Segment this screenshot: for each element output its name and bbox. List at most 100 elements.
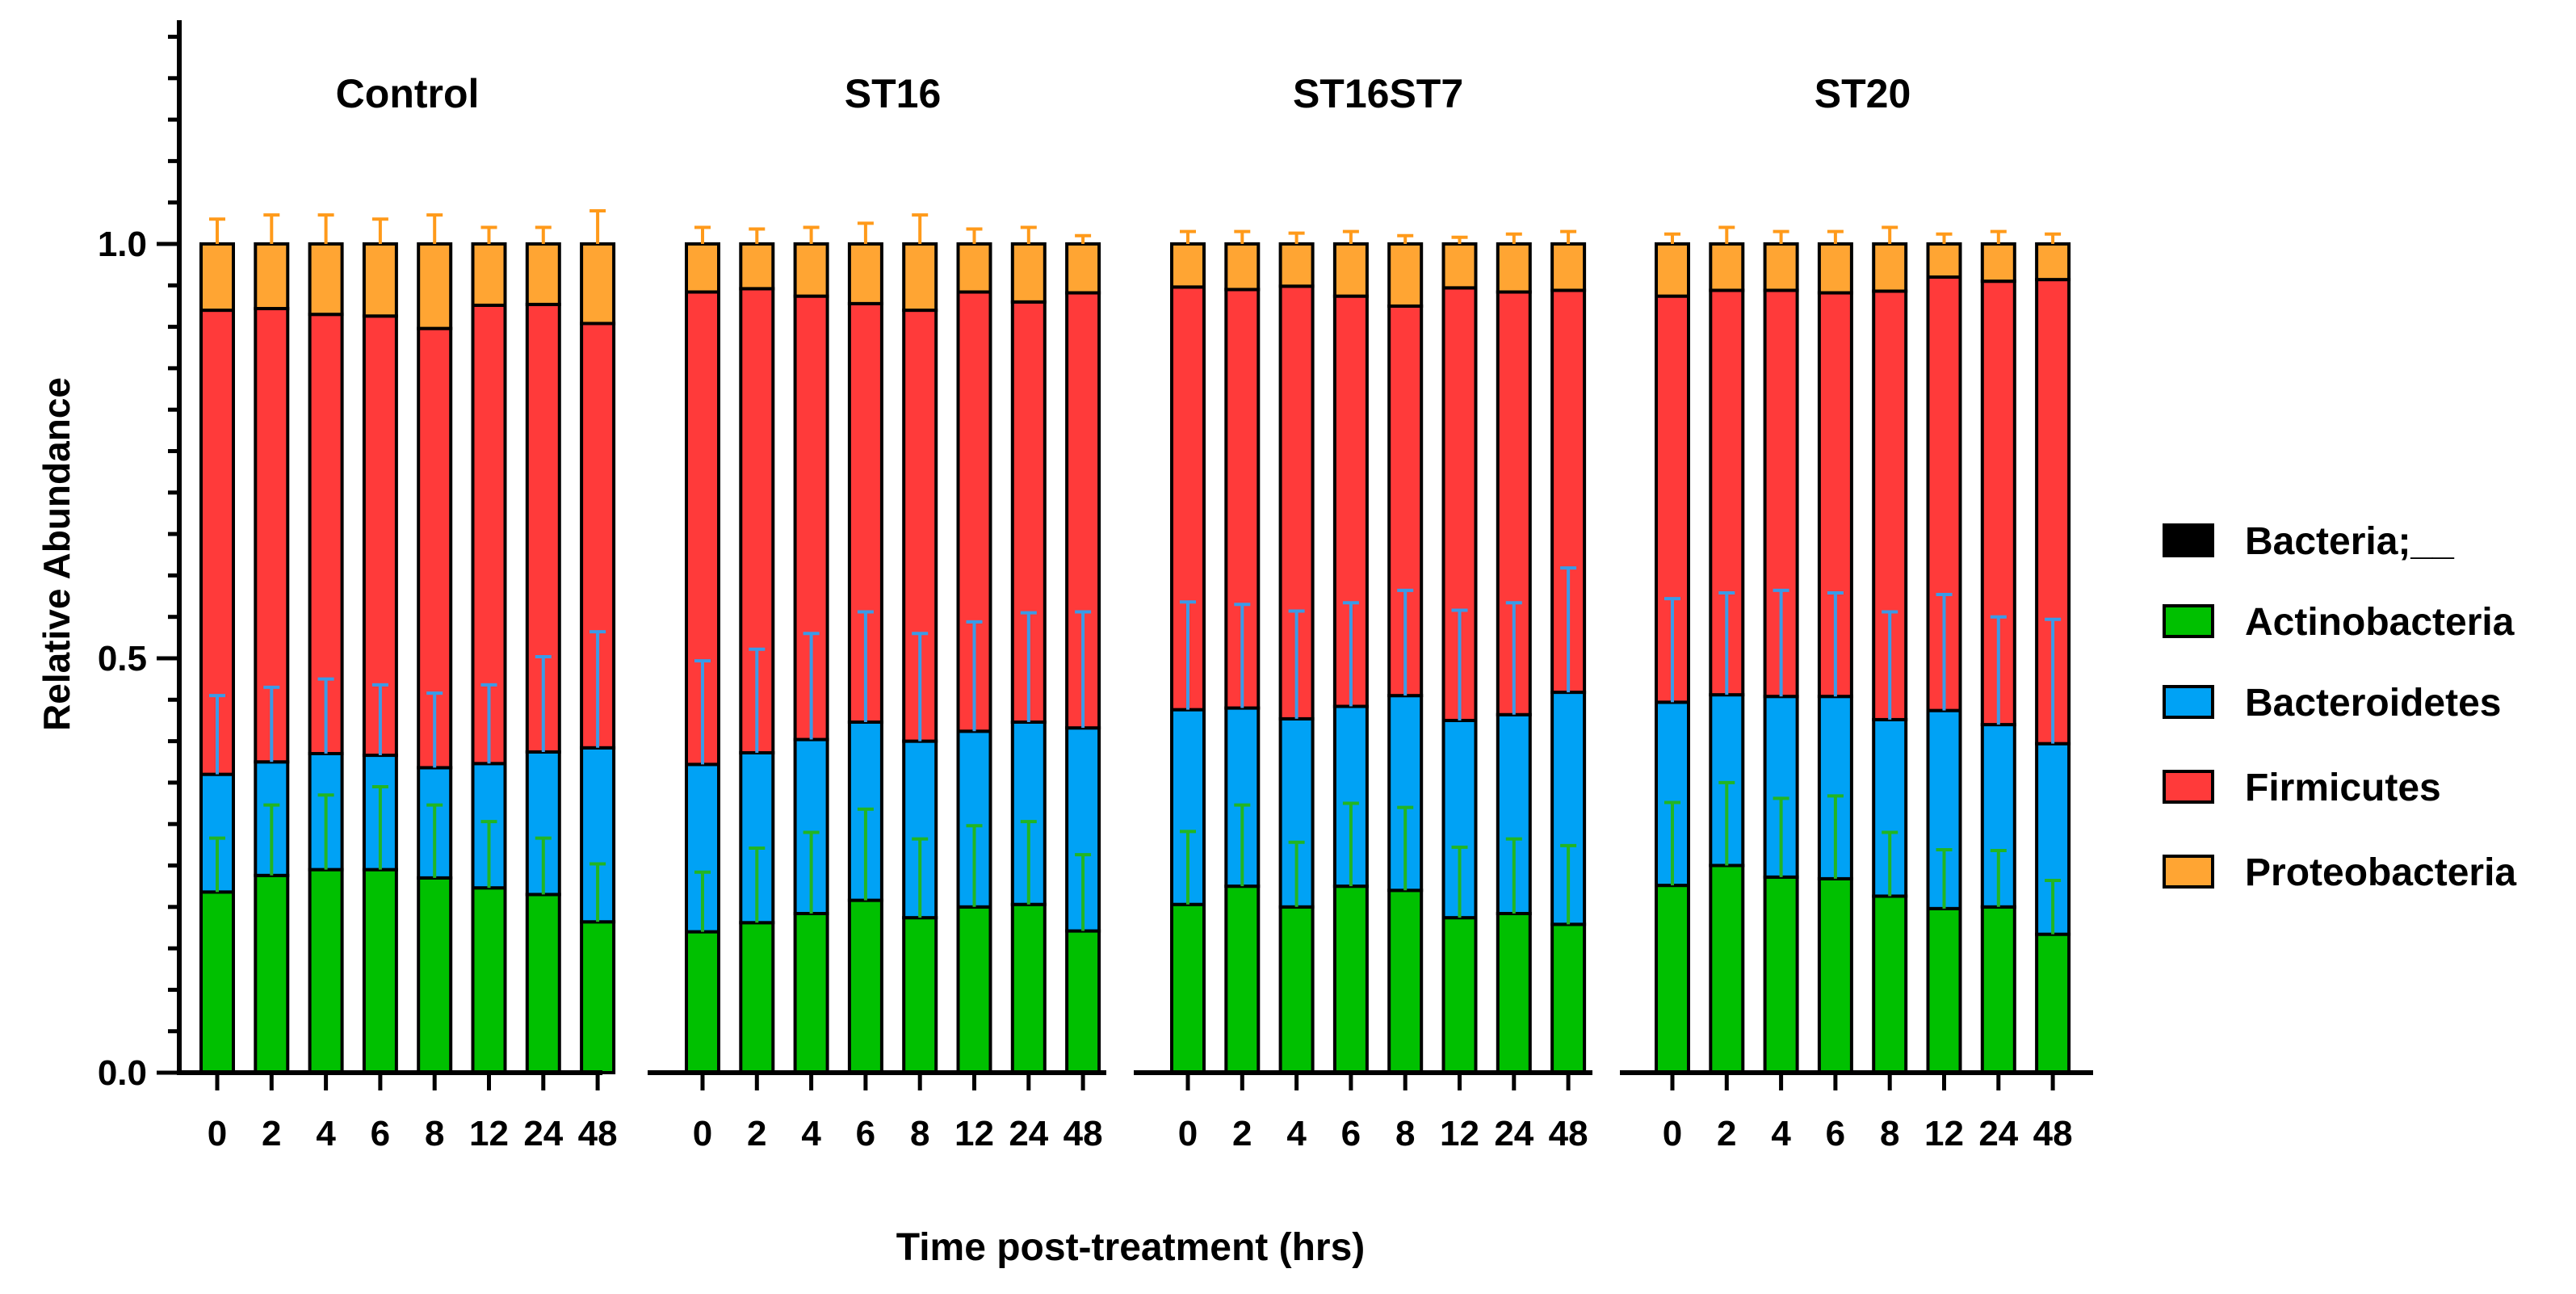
bar-actinobacteria-st16-48 <box>1065 929 1101 1074</box>
x-tick-label-st16st7-6: 6 <box>1341 1114 1361 1153</box>
bar-proteobacteria-st16-4 <box>793 242 829 298</box>
bar-actinobacteria-st16st7-48 <box>1550 922 1587 1074</box>
bar-proteobacteria-st20-0 <box>1655 242 1690 298</box>
bar-proteobacteria-st16st7-24 <box>1496 242 1532 294</box>
bar-proteobacteria-st16st7-12 <box>1441 242 1478 290</box>
axes-layer <box>157 19 2093 1090</box>
legend-swatch-proteobacteria <box>2163 855 2214 889</box>
legend: Bacteria;__ Actinobacteria Bacteroidetes Fi… <box>2163 520 2516 894</box>
bar-actinobacteria-control-24 <box>525 893 561 1075</box>
bar-proteobacteria-st20-6 <box>1817 242 1853 295</box>
bar-actinobacteria-st16-4 <box>793 912 829 1075</box>
bars-layer <box>199 242 2071 1075</box>
x-tick-label-control-0: 0 <box>208 1114 227 1153</box>
bar-actinobacteria-control-48 <box>580 920 616 1074</box>
group-title-st16st7: ST16ST7 <box>1293 71 1463 116</box>
bar-proteobacteria-st20-24 <box>1980 242 2016 284</box>
bar-proteobacteria-control-0 <box>199 242 235 313</box>
x-tick-label-st20-0: 0 <box>1663 1114 1682 1153</box>
bar-proteobacteria-control-4 <box>308 242 344 317</box>
bar-proteobacteria-st20-12 <box>1926 242 1962 279</box>
bar-actinobacteria-st16-0 <box>685 930 720 1074</box>
x-tick-label-st16-6: 6 <box>856 1114 875 1153</box>
bar-proteobacteria-st16-6 <box>847 242 883 305</box>
x-tick-label-control-8: 8 <box>425 1114 444 1153</box>
bar-proteobacteria-st16st7-48 <box>1550 242 1587 292</box>
bar-proteobacteria-st20-8 <box>1872 242 1908 293</box>
x-tick-label-st16-48: 48 <box>1064 1114 1103 1153</box>
legend-swatch-bacteroidetes <box>2163 685 2214 719</box>
legend-label-bacteria: Bacteria;__ <box>2245 520 2455 563</box>
bar-proteobacteria-control-6 <box>362 242 398 318</box>
bar-proteobacteria-st16st7-4 <box>1278 242 1315 288</box>
bar-proteobacteria-control-48 <box>580 242 616 326</box>
bar-actinobacteria-st20-0 <box>1655 884 1690 1075</box>
bar-firmicutes-control-6 <box>362 314 398 758</box>
x-tick-label-st16-12: 12 <box>954 1114 994 1153</box>
x-tick-label-st20-48: 48 <box>2033 1114 2073 1153</box>
bar-actinobacteria-st20-8 <box>1872 894 1908 1075</box>
bar-actinobacteria-st16-8 <box>902 916 938 1074</box>
x-tick-label-st16-4: 4 <box>801 1114 821 1153</box>
y-axis-title: Relative Abundance <box>36 377 78 731</box>
bar-actinobacteria-st16st7-2 <box>1224 884 1261 1075</box>
y-tick-label-0.0: 0.0 <box>98 1053 147 1093</box>
bar-proteobacteria-control-2 <box>254 242 290 311</box>
bar-actinobacteria-st16st7-4 <box>1278 905 1315 1075</box>
x-tick-label-control-48: 48 <box>578 1114 618 1153</box>
x-tick-label-control-6: 6 <box>371 1114 390 1153</box>
group-title-st20: ST20 <box>1815 71 1911 116</box>
bar-actinobacteria-st16-12 <box>956 905 992 1075</box>
bar-actinobacteria-st20-2 <box>1709 863 1745 1074</box>
bar-actinobacteria-control-0 <box>199 890 235 1075</box>
bar-actinobacteria-st16-24 <box>1010 902 1047 1075</box>
x-tick-label-st20-12: 12 <box>1924 1114 1964 1153</box>
x-tick-label-st20-4: 4 <box>1771 1114 1791 1153</box>
bar-actinobacteria-control-6 <box>362 868 398 1074</box>
x-tick-label-st16st7-24: 24 <box>1494 1114 1533 1153</box>
x-tick-label-st16st7-2: 2 <box>1232 1114 1252 1153</box>
bar-actinobacteria-st20-48 <box>2035 932 2071 1074</box>
bar-actinobacteria-st16st7-12 <box>1441 916 1478 1074</box>
legend-label-actinobacteria: Actinobacteria <box>2245 601 2515 644</box>
x-tick-label-st16st7-0: 0 <box>1178 1114 1198 1153</box>
bar-actinobacteria-st16-2 <box>739 921 775 1074</box>
bar-actinobacteria-control-8 <box>417 876 453 1075</box>
group-title-st16: ST16 <box>845 71 942 116</box>
x-tick-label-st20-6: 6 <box>1826 1114 1845 1153</box>
bar-actinobacteria-st20-4 <box>1763 875 1799 1075</box>
x-tick-label-control-2: 2 <box>262 1114 281 1153</box>
x-tick-label-control-12: 12 <box>469 1114 509 1153</box>
legend-swatch-firmicutes <box>2163 770 2214 804</box>
y-tick-label-1.0: 1.0 <box>98 225 147 264</box>
x-tick-label-st16st7-4: 4 <box>1286 1114 1307 1153</box>
bar-proteobacteria-control-8 <box>417 242 453 330</box>
x-tick-label-st16-8: 8 <box>910 1114 929 1153</box>
bar-actinobacteria-st16-6 <box>847 898 883 1075</box>
y-tick-label-0.5: 0.5 <box>98 639 147 679</box>
x-tick-label-st16st7-48: 48 <box>1549 1114 1588 1153</box>
bar-proteobacteria-st20-48 <box>2035 242 2071 282</box>
x-tick-label-st16st7-12: 12 <box>1440 1114 1479 1153</box>
bar-proteobacteria-st16st7-0 <box>1170 242 1206 289</box>
x-tick-label-st16st7-8: 8 <box>1395 1114 1415 1153</box>
bar-proteobacteria-st16st7-2 <box>1224 242 1261 292</box>
bar-actinobacteria-st16st7-8 <box>1387 889 1424 1075</box>
bar-actinobacteria-control-12 <box>471 886 507 1075</box>
x-axis-title: Time post-treatment (hrs) <box>896 1226 1366 1269</box>
bar-actinobacteria-control-2 <box>254 873 290 1075</box>
x-tick-label-st16-0: 0 <box>693 1114 712 1153</box>
bar-actinobacteria-st16st7-0 <box>1170 902 1206 1075</box>
bar-proteobacteria-st16-24 <box>1010 242 1047 304</box>
bar-proteobacteria-control-24 <box>525 242 561 306</box>
legend-swatch-actinobacteria <box>2163 604 2214 638</box>
bar-proteobacteria-st16-12 <box>956 242 992 294</box>
bar-proteobacteria-st16-8 <box>902 242 938 313</box>
bar-proteobacteria-st16st7-6 <box>1332 242 1369 298</box>
bar-actinobacteria-st20-12 <box>1926 906 1962 1075</box>
bar-proteobacteria-st16-2 <box>739 242 775 291</box>
bar-proteobacteria-st20-4 <box>1763 242 1799 292</box>
group-title-control: Control <box>336 71 480 116</box>
x-tick-label-st16-24: 24 <box>1009 1114 1048 1153</box>
